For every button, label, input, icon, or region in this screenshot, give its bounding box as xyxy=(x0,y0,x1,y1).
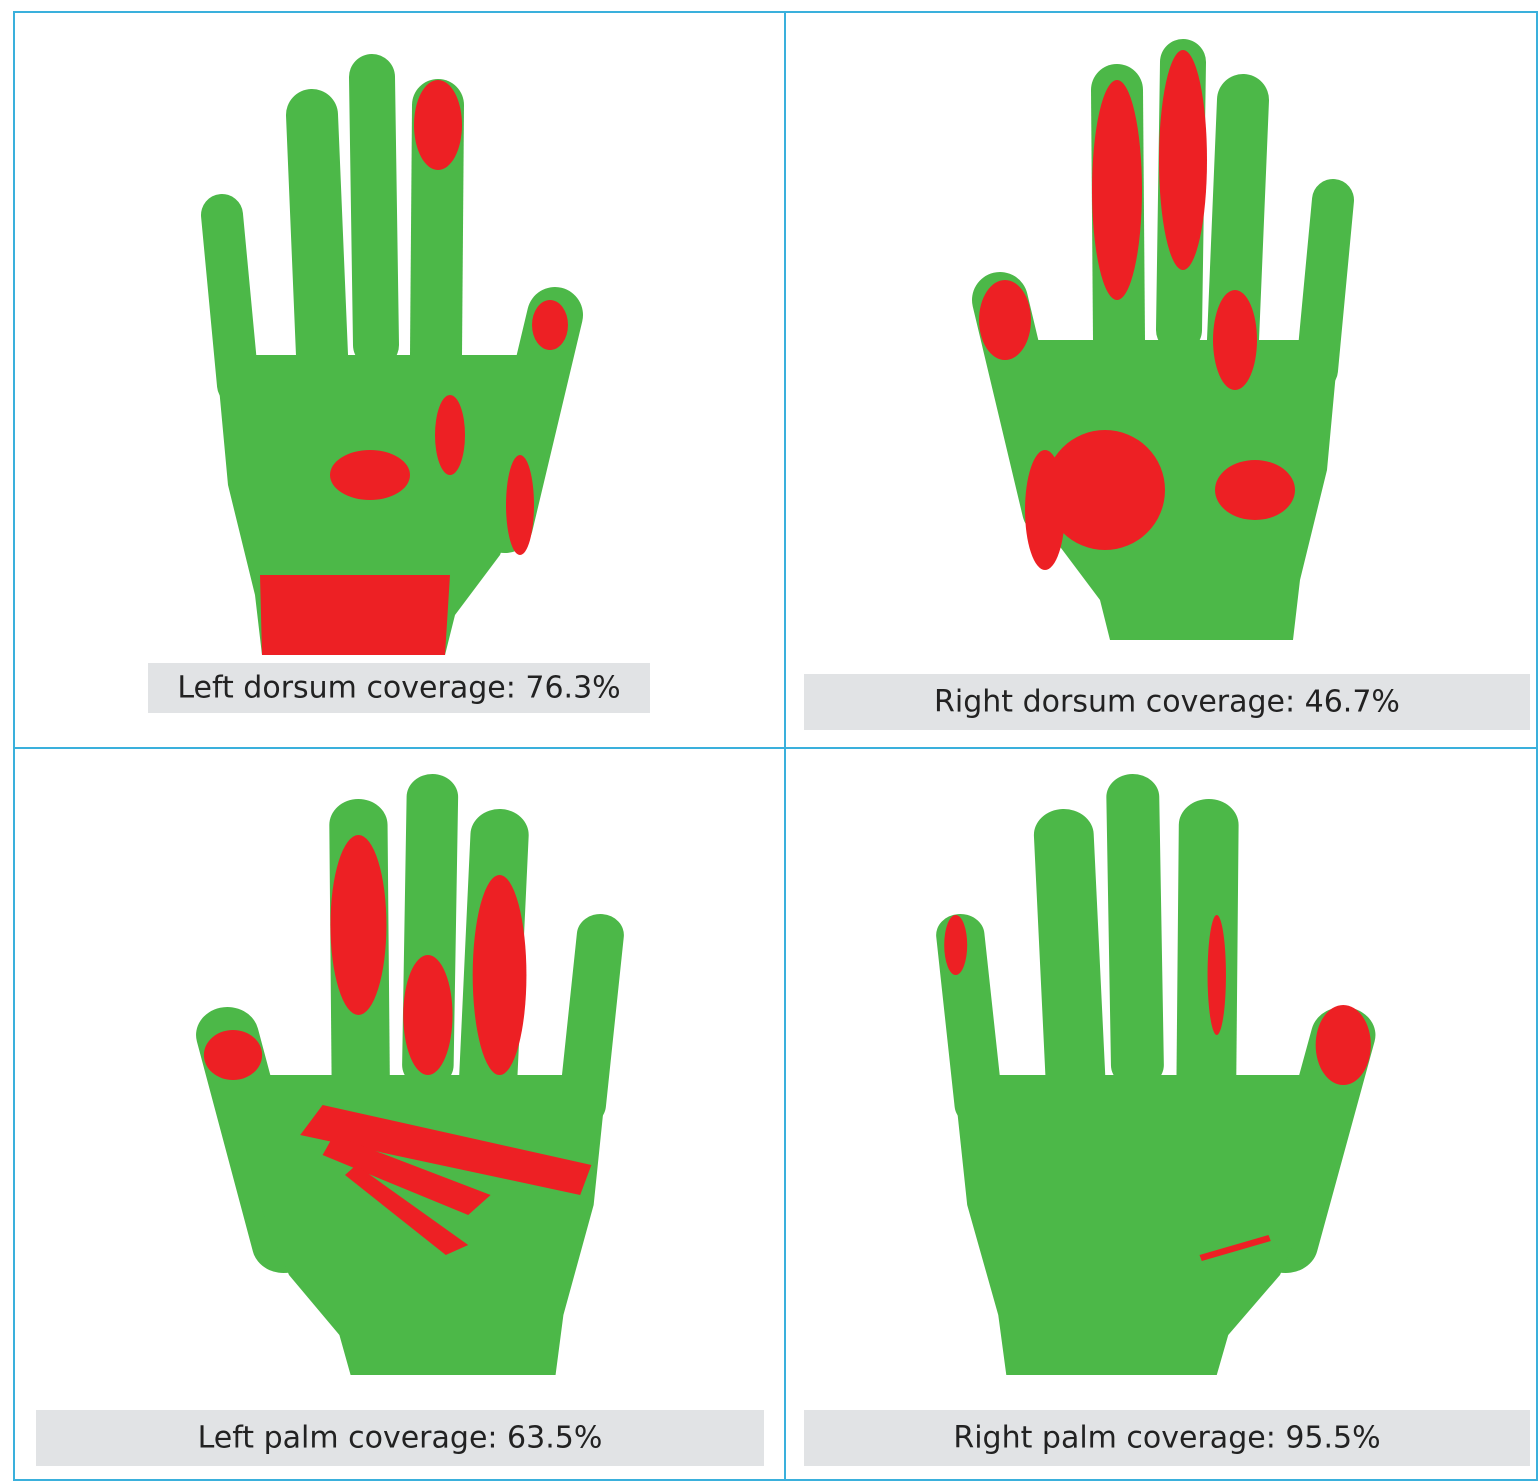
hand-right-dorsum xyxy=(979,50,1339,640)
caption: Left dorsum coverage: 76.3% xyxy=(177,671,620,706)
hand-right-palm xyxy=(944,797,1371,1375)
caption: Right dorsum coverage: 46.7% xyxy=(934,685,1400,720)
caption-box xyxy=(36,1410,764,1466)
caption: Right palm coverage: 95.5% xyxy=(953,1421,1380,1456)
caption-box xyxy=(804,674,1530,730)
caption-box xyxy=(148,663,650,713)
caption-box xyxy=(804,1410,1530,1466)
hand-left-palm xyxy=(204,797,607,1375)
caption: Left palm coverage: 63.5% xyxy=(198,1421,603,1456)
frame xyxy=(13,11,1538,1481)
hand-left-dorsum xyxy=(216,77,568,655)
